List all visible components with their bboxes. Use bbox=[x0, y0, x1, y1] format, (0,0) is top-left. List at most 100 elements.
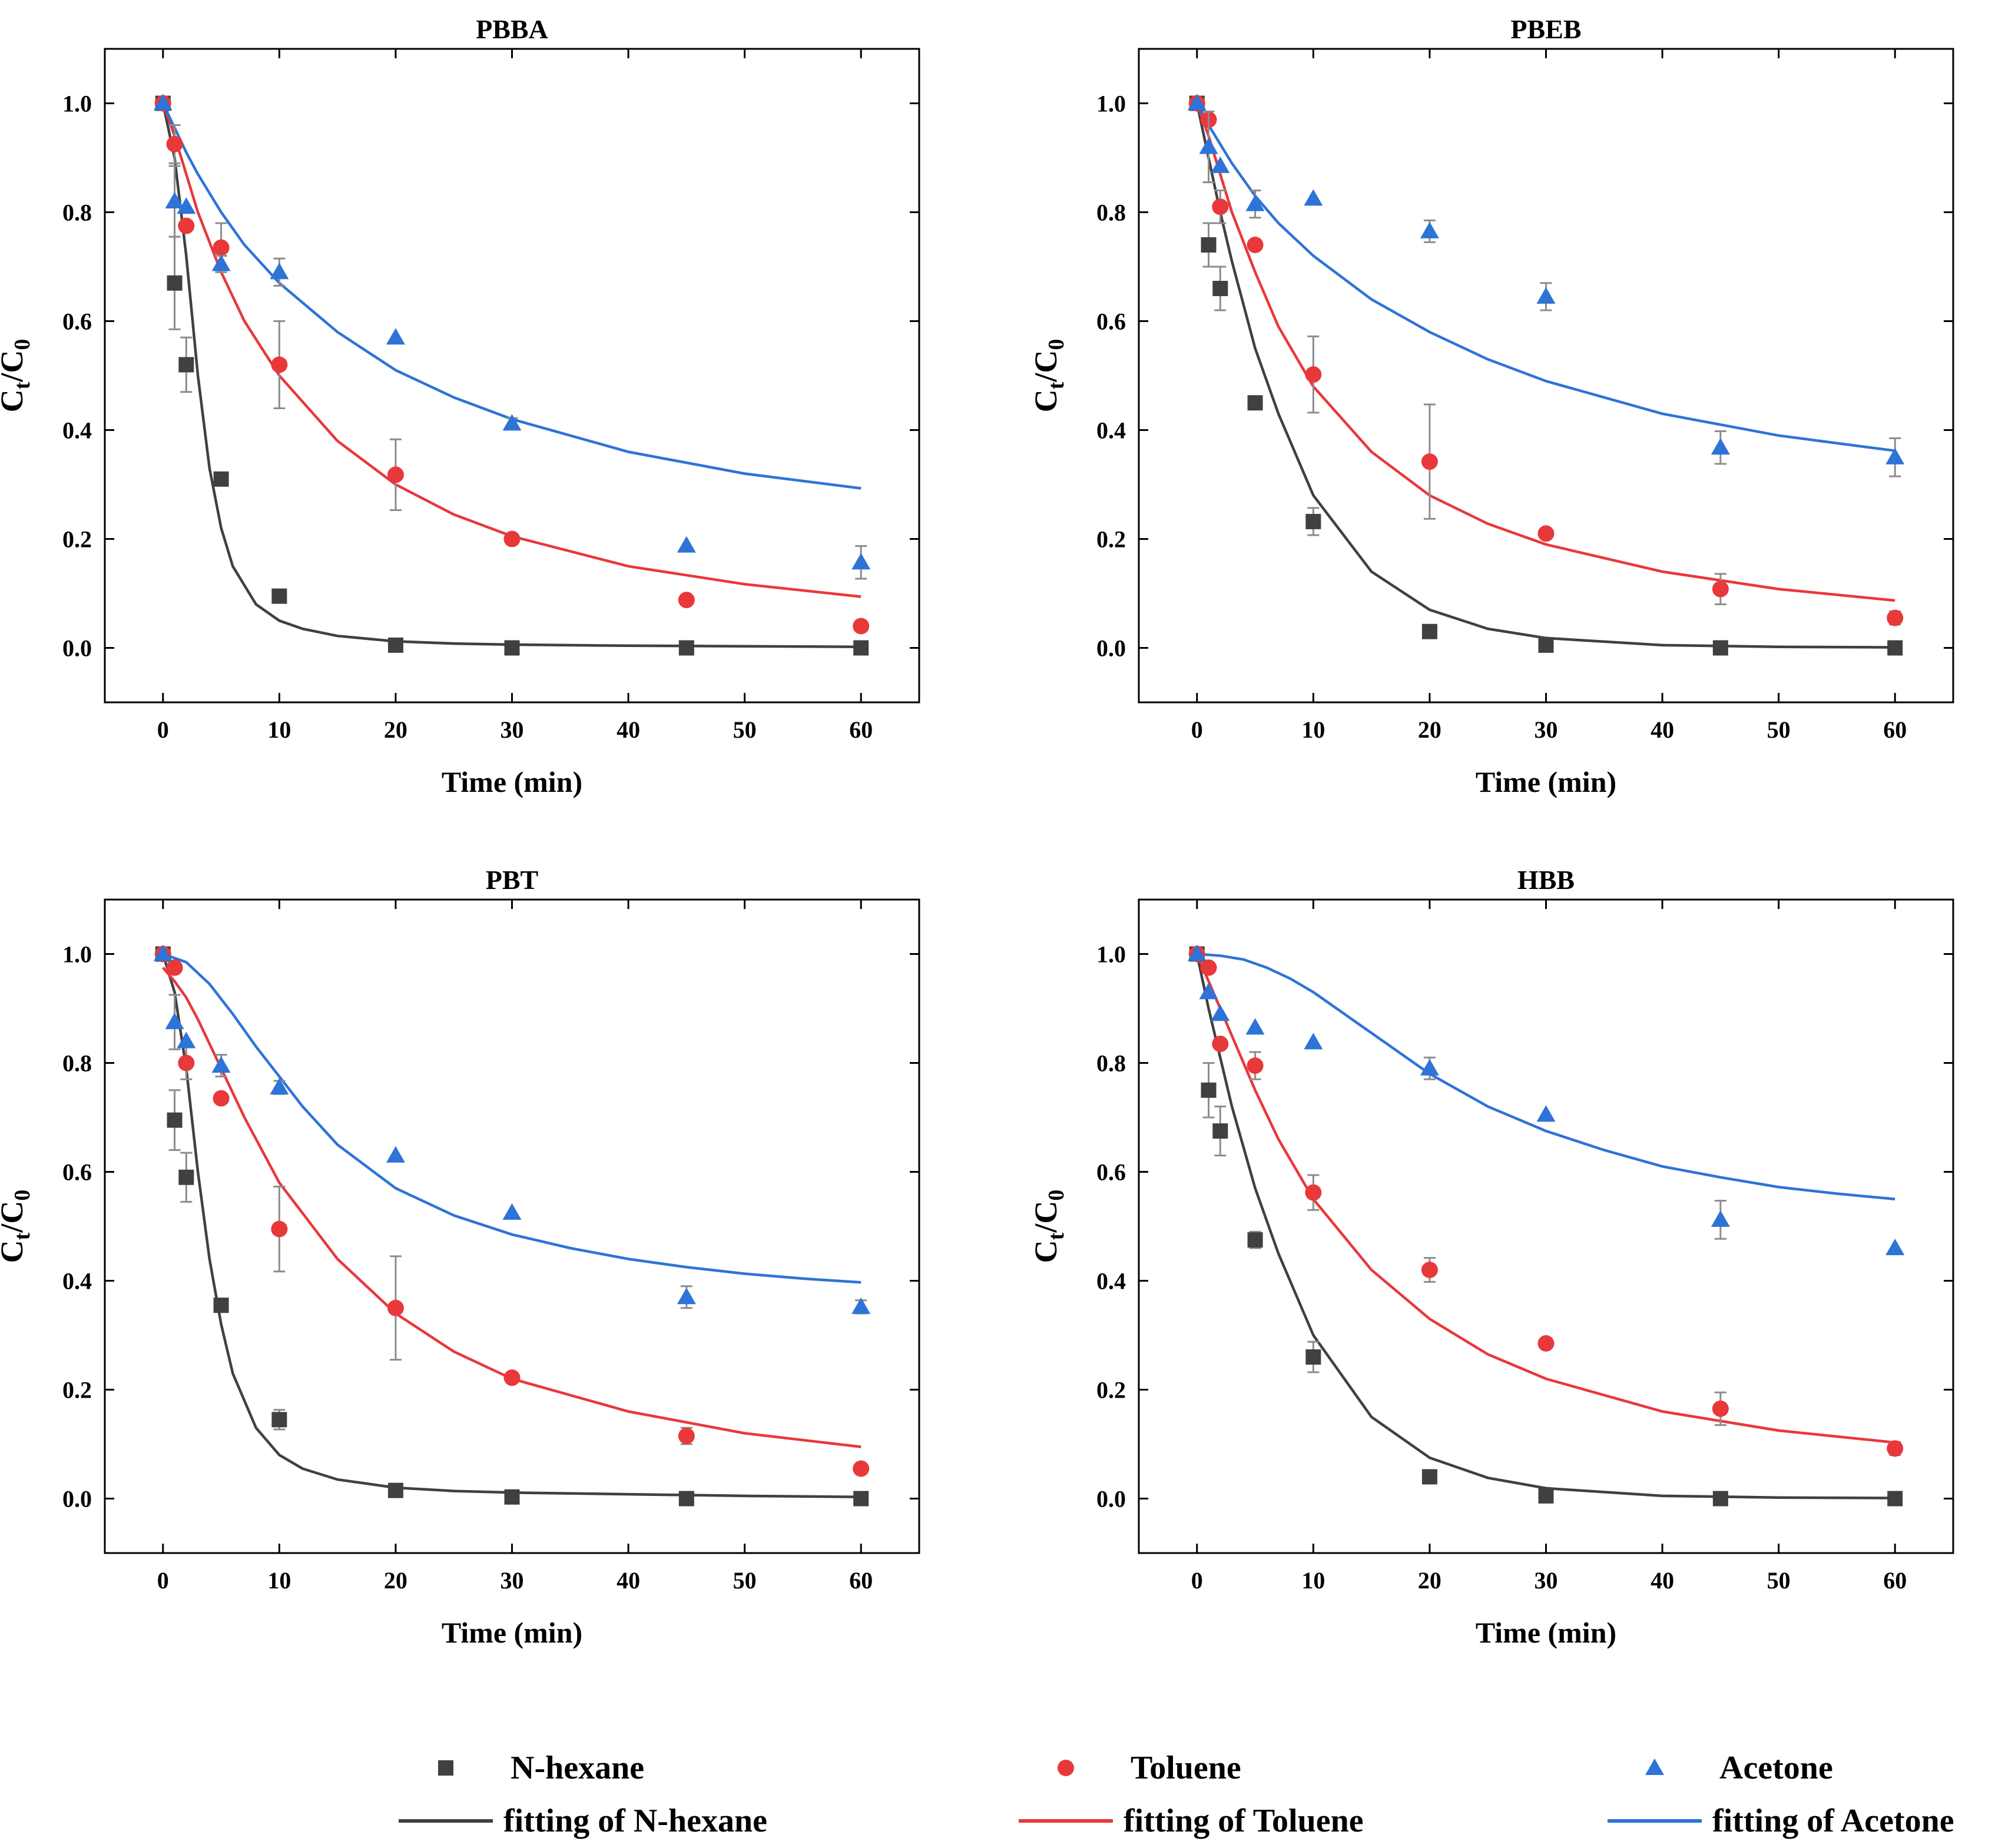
data-point-nhexane bbox=[1712, 640, 1728, 656]
chart-title: HBB bbox=[1517, 865, 1575, 895]
data-point-toluene bbox=[1421, 453, 1438, 470]
data-point-nhexane bbox=[1305, 513, 1321, 529]
data-point-acetone bbox=[153, 944, 173, 961]
y-tick-label: 0.0 bbox=[62, 1486, 92, 1512]
fit-curve-nhexane bbox=[1195, 954, 1895, 1499]
data-point-nhexane bbox=[387, 637, 403, 653]
fit-curve-nhexane bbox=[161, 953, 861, 1498]
data-point-acetone bbox=[177, 197, 196, 214]
x-axis-label: Time (min) bbox=[1476, 765, 1616, 798]
x-tick-label: 30 bbox=[1535, 1567, 1558, 1594]
data-point-acetone bbox=[1420, 1059, 1439, 1076]
x-tick-label: 10 bbox=[1301, 1567, 1325, 1594]
data-point-toluene bbox=[1712, 1400, 1729, 1417]
data-point-nhexane bbox=[1887, 1491, 1903, 1507]
data-point-nhexane bbox=[1212, 281, 1228, 296]
y-tick-label: 0.0 bbox=[1096, 635, 1126, 662]
y-tick-label: 0.8 bbox=[1096, 1050, 1126, 1077]
x-tick-label: 60 bbox=[1883, 1567, 1907, 1594]
x-tick-label: 0 bbox=[1191, 716, 1203, 743]
data-point-acetone bbox=[1711, 1210, 1730, 1227]
data-point-acetone bbox=[851, 1297, 871, 1314]
data-point-nhexane bbox=[1247, 1232, 1263, 1248]
data-point-acetone bbox=[165, 1013, 184, 1030]
data-point-nhexane bbox=[178, 357, 194, 373]
data-point-toluene bbox=[1305, 366, 1322, 383]
data-point-nhexane bbox=[167, 275, 183, 291]
plot-frame bbox=[1138, 898, 1954, 1554]
y-tick-label: 0.4 bbox=[62, 1268, 92, 1295]
y-tick-label: 0.8 bbox=[62, 1050, 92, 1077]
fit-curve-nhexane bbox=[1195, 103, 1895, 649]
legend-marker-nhexane bbox=[438, 1760, 453, 1776]
data-point-nhexane bbox=[1305, 1349, 1321, 1365]
x-tick-label: 30 bbox=[1535, 716, 1558, 743]
data-point-toluene bbox=[213, 1090, 230, 1107]
fit-curve-acetone bbox=[163, 953, 861, 1284]
data-point-nhexane bbox=[1421, 623, 1437, 639]
data-point-acetone bbox=[1885, 447, 1905, 465]
y-axis-label: Ct/C0 bbox=[0, 339, 35, 413]
data-point-toluene bbox=[1887, 1440, 1904, 1457]
data-point-nhexane bbox=[1212, 1123, 1228, 1139]
data-point-acetone bbox=[1199, 137, 1218, 154]
y-axis-label: Ct/C0 bbox=[1028, 1190, 1069, 1263]
data-point-acetone bbox=[677, 536, 696, 553]
y-tick-label: 0.6 bbox=[62, 1159, 92, 1186]
data-point-acetone bbox=[177, 1031, 196, 1049]
chart-panel-pbeb: PBEB 0 10 20 30 40 50 60 0.0 0.2 0.4 0.6 0.8 1.0 Time … bbox=[1028, 14, 1954, 798]
data-point-nhexane bbox=[1712, 1491, 1728, 1507]
data-point-acetone bbox=[165, 192, 184, 208]
chart-panel-pbba: PBBA 0 10 20 30 40 50 60 0.0 0.2 0.4 0.6 0.8 1.0 Time … bbox=[0, 14, 920, 798]
data-point-acetone bbox=[502, 1203, 522, 1220]
data-point-toluene bbox=[178, 1054, 195, 1071]
y-tick-label: 0.6 bbox=[62, 308, 92, 335]
plot-frame bbox=[104, 898, 920, 1554]
data-point-nhexane bbox=[1201, 237, 1217, 253]
y-axis-label: Ct/C0 bbox=[1028, 339, 1069, 413]
fit-curve-toluene bbox=[1195, 953, 1895, 1444]
legend-fit-label-toluene: fitting of Toluene bbox=[1124, 1803, 1364, 1839]
data-point-nhexane bbox=[1247, 395, 1263, 411]
y-axis-label: Ct/C0 bbox=[0, 1190, 35, 1263]
data-point-toluene bbox=[503, 1369, 521, 1386]
legend-label-acetone: Acetone bbox=[1719, 1750, 1833, 1786]
data-point-acetone bbox=[153, 94, 173, 111]
y-tick-label: 0.0 bbox=[1096, 1486, 1126, 1512]
data-point-acetone bbox=[851, 553, 871, 570]
y-tick-label: 0.8 bbox=[62, 200, 92, 226]
plot-frame bbox=[104, 48, 920, 704]
legend-label-nhexane: N-hexane bbox=[511, 1750, 644, 1786]
fit-curve-toluene bbox=[1195, 102, 1895, 602]
data-point-acetone bbox=[1304, 189, 1323, 206]
x-tick-label: 30 bbox=[501, 716, 524, 743]
legend-marker-acetone bbox=[1645, 1759, 1664, 1775]
chart-title: PBEB bbox=[1510, 14, 1581, 44]
x-tick-label: 40 bbox=[617, 1567, 640, 1594]
data-point-nhexane bbox=[1201, 1082, 1217, 1098]
data-point-toluene bbox=[1305, 1184, 1322, 1201]
data-point-toluene bbox=[1212, 1036, 1229, 1053]
x-tick-label: 40 bbox=[617, 716, 640, 743]
plot-frame bbox=[1138, 48, 1954, 704]
chart-title: PBT bbox=[486, 865, 538, 895]
y-tick-label: 0.0 bbox=[62, 635, 92, 662]
y-tick-label: 1.0 bbox=[62, 91, 92, 117]
x-tick-label: 20 bbox=[1418, 1567, 1441, 1594]
data-point-acetone bbox=[502, 414, 522, 431]
y-tick-label: 1.0 bbox=[1096, 91, 1126, 117]
x-tick-label: 20 bbox=[384, 716, 407, 743]
data-point-acetone bbox=[1199, 983, 1218, 1000]
y-tick-label: 0.2 bbox=[62, 526, 92, 553]
y-tick-label: 0.6 bbox=[1096, 308, 1126, 335]
data-point-toluene bbox=[503, 530, 521, 548]
y-tick-label: 0.4 bbox=[62, 417, 92, 444]
data-point-nhexane bbox=[1887, 640, 1903, 656]
data-point-nhexane bbox=[504, 1489, 520, 1505]
data-point-toluene bbox=[213, 239, 230, 256]
data-point-nhexane bbox=[853, 1491, 869, 1507]
x-tick-label: 20 bbox=[1418, 716, 1441, 743]
y-tick-label: 0.6 bbox=[1096, 1159, 1126, 1186]
x-tick-label: 40 bbox=[1651, 1567, 1674, 1594]
